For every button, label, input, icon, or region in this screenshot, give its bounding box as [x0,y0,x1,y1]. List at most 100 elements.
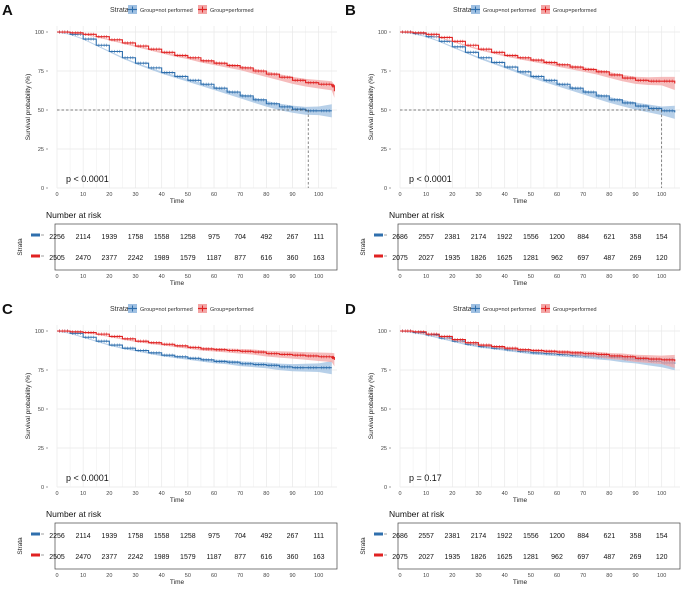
p-value: p < 0.0001 [409,174,452,184]
risk-cell: 492 [261,234,273,241]
legend: Strata Group=not performed Group=performed [453,5,597,14]
risk-x-tick-label: 50 [185,573,191,579]
y-tick-label: 50 [38,108,44,114]
risk-x-tick-label: 10 [423,573,429,579]
risk-cell: 2505 [49,554,65,561]
risk-table-box [397,223,681,271]
risk-row-key [31,532,40,536]
risk-cell: 704 [234,533,246,540]
risk-cell: 1826 [471,554,487,561]
risk-x-tick-label: 10 [80,274,86,280]
risk-x-tick-label: 0 [398,274,401,280]
x-tick-label: 90 [289,491,295,497]
x-tick-label: 50 [185,192,191,198]
risk-cell: 1935 [445,255,461,262]
risk-cell: 2075 [392,554,408,561]
risk-x-title: Time [170,579,185,586]
risk-x-tick-label: 40 [159,573,165,579]
risk-cell: 120 [656,255,668,262]
x-tick-label: 30 [475,192,481,198]
risk-table-box [54,522,338,570]
x-tick-label: 10 [80,491,86,497]
x-tick-label: 100 [657,491,666,497]
risk-cell: 884 [577,533,589,540]
y-tick-label: 25 [381,147,387,153]
risk-x-tick-label: 100 [314,274,323,280]
risk-cell: 360 [287,255,299,262]
x-tick-label: 40 [159,192,165,198]
risk-x-tick-label: 80 [606,274,612,280]
y-tick-label: 100 [378,30,387,36]
risk-cell: 492 [261,533,273,540]
x-tick-label: 10 [423,491,429,497]
x-tick-label: 60 [554,491,560,497]
risk-x-tick-label: 20 [106,274,112,280]
risk-x-tick-label: 60 [211,274,217,280]
y-axis-title: Survival probability (%) [368,74,375,140]
risk-cell: 2027 [418,554,434,561]
confidence-band [400,331,675,368]
risk-x-tick-label: 50 [185,274,191,280]
p-value: p < 0.0001 [66,473,109,483]
risk-cell: 358 [630,234,642,241]
panel-c: C Strata Group=not performed Group=performe… [0,299,343,598]
legend-label: Group=performed [553,307,597,313]
risk-cell: 1556 [523,234,539,241]
risk-cell: 2686 [392,533,408,540]
legend-label: Group=not performed [483,8,536,14]
risk-cell: 2242 [128,554,144,561]
x-tick-label: 100 [314,491,323,497]
risk-row-key [374,254,383,258]
x-axis-title: Time [170,497,185,504]
censor-marks [59,329,335,360]
panel-b: B Strata Group=not performed Group=performe… [343,0,686,299]
x-tick-label: 20 [449,192,455,198]
x-tick-label: 30 [475,491,481,497]
grid [399,325,680,488]
risk-cell: 1579 [180,255,196,262]
x-tick-label: 60 [554,192,560,198]
risk-cell: 2114 [76,533,91,540]
x-tick-label: 70 [237,491,243,497]
legend-title: Strata [453,7,472,14]
x-tick-label: 80 [606,192,612,198]
risk-x-tick-label: 80 [263,274,269,280]
risk-cell: 1922 [497,533,513,540]
survival-curve [57,330,332,369]
risk-cell: 1939 [102,234,118,241]
risk-row-key [374,553,383,557]
x-tick-label: 0 [398,491,401,497]
risk-x-tick-label: 90 [632,274,638,280]
risk-x-tick-label: 0 [398,573,401,579]
risk-cell: 704 [234,234,246,241]
risk-cell: 2505 [49,255,65,262]
risk-cell: 1187 [206,554,221,561]
confidence-band [400,32,675,91]
x-tick-label: 50 [528,192,534,198]
risk-cell: 111 [313,234,324,241]
risk-x-tick-label: 100 [657,274,666,280]
y-tick-label: 25 [38,147,44,153]
y-tick-label: 0 [41,186,44,192]
y-tick-label: 0 [41,485,44,491]
risk-x-tick-label: 80 [263,573,269,579]
risk-row-key [374,233,383,237]
risk-cell: 975 [208,533,220,540]
risk-table-title: Number at risk [46,210,102,220]
y-tick-label: 50 [381,407,387,413]
y-axis-title: Survival probability (%) [25,373,32,439]
risk-x-tick-label: 40 [502,573,508,579]
risk-y-title: Strata [17,537,24,555]
y-axis-title: Survival probability (%) [368,373,375,439]
x-tick-label: 80 [263,192,269,198]
risk-x-tick-label: 70 [580,573,586,579]
x-tick-label: 80 [606,491,612,497]
km-chart-panel-c: C Strata Group=not performed Group=performe… [2,301,338,586]
censor-marks [402,329,673,362]
km-chart-panel-b: B Strata Group=not performed Group=performe… [345,2,681,287]
x-axis-title: Time [513,497,528,504]
y-tick-label: 25 [381,446,387,452]
y-tick-label: 75 [381,368,387,374]
risk-cell: 267 [287,234,299,241]
risk-cell: 2557 [418,533,434,540]
